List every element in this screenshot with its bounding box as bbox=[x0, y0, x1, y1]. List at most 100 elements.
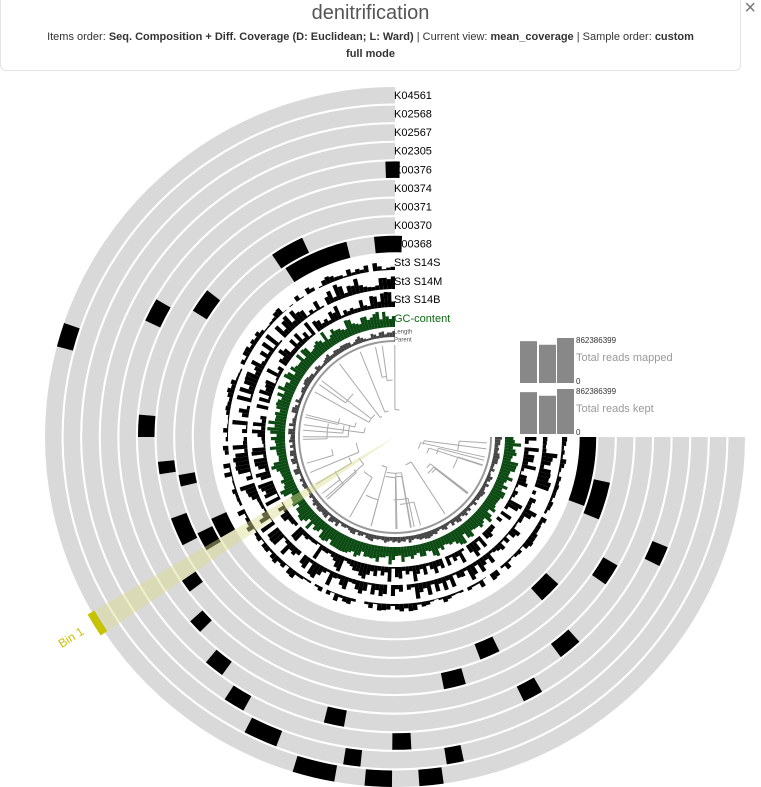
coverage-bar bbox=[557, 471, 560, 477]
coverage-bar bbox=[516, 517, 523, 524]
length-bar bbox=[477, 491, 484, 497]
tree-branch bbox=[315, 462, 352, 485]
coverage-bar bbox=[282, 309, 287, 313]
tree-branch bbox=[435, 468, 468, 495]
tree-branch bbox=[428, 447, 483, 466]
length-bar bbox=[294, 404, 300, 409]
length-bar bbox=[442, 523, 448, 531]
coverage-bar bbox=[433, 598, 439, 601]
coverage-bar bbox=[377, 301, 382, 309]
length-bar bbox=[290, 434, 296, 437]
tree-branch bbox=[326, 483, 344, 500]
coverage-bar bbox=[299, 554, 309, 565]
length-bar bbox=[300, 475, 304, 479]
coverage-bar bbox=[255, 535, 263, 542]
gc-bar bbox=[444, 533, 453, 545]
coverage-bar bbox=[555, 480, 560, 486]
gc-bar bbox=[270, 437, 286, 441]
coverage-bar bbox=[561, 445, 565, 451]
coverage-bar bbox=[357, 562, 365, 577]
length-bar bbox=[356, 336, 362, 344]
coverage-bar bbox=[290, 546, 299, 556]
coverage-bar bbox=[384, 566, 389, 573]
gc-bar bbox=[276, 433, 286, 437]
tree-arc bbox=[395, 472, 402, 474]
length-bar bbox=[299, 477, 305, 483]
coverage-bar bbox=[341, 314, 346, 319]
coverage-bar bbox=[556, 475, 562, 482]
gc-bar bbox=[361, 542, 367, 553]
tree-branch bbox=[420, 442, 485, 458]
coverage-bar bbox=[345, 269, 352, 277]
gc-bar bbox=[388, 546, 393, 565]
coverage-bar bbox=[292, 319, 299, 328]
coverage-bar bbox=[535, 524, 542, 531]
tree-arc bbox=[395, 475, 402, 478]
coverage-bar bbox=[370, 583, 376, 595]
coverage-bar bbox=[355, 561, 362, 572]
coverage-bar bbox=[256, 403, 269, 410]
gc-bar bbox=[340, 536, 351, 553]
tree-branch bbox=[306, 454, 334, 464]
coverage-bar bbox=[332, 552, 340, 562]
length-bar bbox=[320, 507, 327, 514]
close-button[interactable]: × bbox=[744, 0, 756, 19]
gc-bar bbox=[318, 340, 329, 352]
coverage-bar bbox=[482, 577, 487, 580]
coverage-bar bbox=[302, 331, 311, 341]
length-bar bbox=[397, 536, 401, 543]
coverage-bar bbox=[283, 507, 288, 513]
coverage-bar bbox=[275, 376, 280, 382]
tree-branch bbox=[321, 479, 341, 494]
length-bar bbox=[453, 516, 460, 524]
layer-block bbox=[272, 237, 310, 269]
length-bar bbox=[347, 342, 352, 348]
length-bar bbox=[474, 495, 480, 501]
coverage-bar bbox=[332, 572, 339, 579]
coverage-bar bbox=[425, 562, 430, 567]
coverage-bar bbox=[248, 385, 256, 392]
coverage-bar bbox=[561, 450, 565, 455]
tree-arc bbox=[426, 463, 431, 468]
gc-bar bbox=[391, 546, 395, 561]
length-bar bbox=[299, 472, 303, 477]
coverage-bar bbox=[535, 479, 552, 488]
gc-bar bbox=[388, 318, 393, 328]
tree-arc bbox=[334, 471, 341, 480]
coverage-bar bbox=[352, 278, 361, 295]
length-bar bbox=[366, 338, 370, 342]
coverage-bar bbox=[245, 371, 260, 381]
length-bar bbox=[381, 536, 385, 541]
coverage-bar bbox=[324, 296, 332, 306]
coverage-bar bbox=[230, 379, 238, 386]
gc-bar bbox=[464, 520, 474, 531]
gc-bar bbox=[372, 545, 378, 559]
length-bar bbox=[481, 484, 486, 489]
coverage-bar bbox=[550, 492, 556, 499]
length-bar bbox=[291, 409, 299, 414]
length-bar bbox=[342, 344, 348, 351]
gc-bar bbox=[385, 546, 390, 557]
coverage-bar bbox=[225, 437, 229, 442]
coverage-bar bbox=[421, 581, 428, 589]
layer-block bbox=[323, 706, 347, 727]
length-bar bbox=[438, 526, 442, 530]
gc-bar bbox=[280, 476, 294, 484]
tree-branch bbox=[305, 416, 339, 425]
length-bar bbox=[363, 338, 367, 342]
coverage-bar bbox=[227, 401, 232, 407]
length-bar bbox=[303, 484, 309, 490]
coverage-bar bbox=[481, 554, 489, 561]
gc-bar bbox=[501, 462, 517, 470]
tree-arc bbox=[348, 457, 353, 464]
gc-bar bbox=[312, 347, 322, 358]
coverage-bar bbox=[245, 425, 248, 430]
length-bar bbox=[353, 341, 357, 346]
length-bar bbox=[480, 487, 486, 492]
layer-block bbox=[583, 479, 610, 520]
length-bar bbox=[428, 530, 433, 537]
coverage-bar bbox=[252, 422, 266, 427]
length-bar bbox=[485, 477, 491, 483]
coverage-bar bbox=[381, 269, 387, 271]
tree-arc bbox=[358, 457, 365, 465]
